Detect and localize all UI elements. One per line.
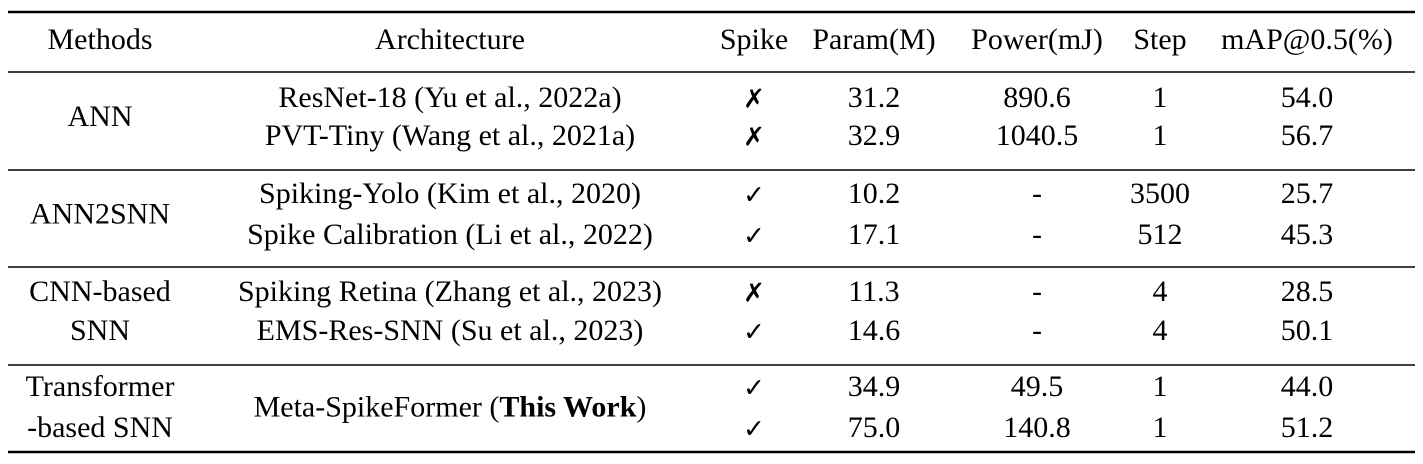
spike-mark: ✗ bbox=[743, 279, 765, 309]
header-cell: Step bbox=[1133, 23, 1186, 56]
param-cell: 14.6 bbox=[848, 314, 901, 347]
method-label: -based SNN bbox=[27, 411, 173, 444]
map-cell: 25.7 bbox=[1281, 177, 1334, 210]
architecture: EMS-Res-SNN (Su et al., 2023) bbox=[257, 314, 644, 347]
method-label: ANN2SNN bbox=[30, 197, 170, 230]
header-cell: Power(mJ) bbox=[971, 23, 1103, 56]
param-cell: 34.9 bbox=[848, 370, 901, 403]
architecture-part: Meta-SpikeFormer ( bbox=[254, 390, 500, 423]
power-cell: - bbox=[1032, 275, 1042, 308]
power-cell: - bbox=[1032, 314, 1042, 347]
power-cell: - bbox=[1032, 218, 1042, 251]
header-cell: Architecture bbox=[375, 23, 525, 56]
architecture: Spike Calibration (Li et al., 2022) bbox=[247, 218, 653, 251]
power-cell: 49.5 bbox=[1011, 370, 1064, 403]
architecture: PVT-Tiny (Wang et al., 2021a) bbox=[265, 119, 635, 152]
power-cell: 140.8 bbox=[1003, 411, 1071, 444]
map-cell: 50.1 bbox=[1281, 314, 1334, 347]
power-cell: - bbox=[1032, 177, 1042, 210]
param-cell: 11.3 bbox=[848, 275, 899, 308]
architecture: Spiking Retina (Zhang et al., 2023) bbox=[238, 275, 662, 308]
spike-mark: ✓ bbox=[743, 374, 765, 404]
spike-mark: ✓ bbox=[743, 222, 765, 252]
header-cell: Methods bbox=[48, 23, 153, 56]
header-cell: Param(M) bbox=[812, 23, 935, 56]
header-cell: Spike bbox=[720, 23, 788, 56]
param-cell: 31.2 bbox=[848, 81, 901, 114]
spike-mark: ✓ bbox=[743, 318, 765, 348]
step-cell: 1 bbox=[1153, 411, 1168, 444]
method-label: Transformer bbox=[26, 370, 175, 403]
header-cell: mAP@0.5(%) bbox=[1221, 23, 1393, 56]
step-cell: 4 bbox=[1153, 275, 1168, 308]
architecture-part: This Work bbox=[499, 390, 636, 423]
step-cell: 1 bbox=[1153, 119, 1168, 152]
map-cell: 51.2 bbox=[1281, 411, 1334, 444]
power-cell: 890.6 bbox=[1003, 81, 1071, 114]
power-cell: 1040.5 bbox=[996, 119, 1079, 152]
map-cell: 44.0 bbox=[1281, 370, 1334, 403]
step-cell: 4 bbox=[1153, 314, 1168, 347]
spike-mark: ✓ bbox=[743, 181, 765, 211]
map-cell: 28.5 bbox=[1281, 275, 1334, 308]
map-cell: 45.3 bbox=[1281, 218, 1334, 251]
spike-mark: ✓ bbox=[743, 415, 765, 445]
param-cell: 10.2 bbox=[848, 177, 901, 210]
map-cell: 54.0 bbox=[1281, 81, 1334, 114]
param-cell: 32.9 bbox=[848, 119, 901, 152]
param-cell: 75.0 bbox=[848, 411, 901, 444]
architecture: ResNet-18 (Yu et al., 2022a) bbox=[278, 81, 621, 114]
architecture: Meta-SpikeFormer (This Work) bbox=[254, 390, 647, 423]
method-label: SNN bbox=[70, 314, 130, 347]
spike-mark: ✗ bbox=[743, 85, 765, 115]
architecture: Spiking-Yolo (Kim et al., 2020) bbox=[259, 177, 641, 210]
step-cell: 3500 bbox=[1130, 177, 1190, 210]
param-cell: 17.1 bbox=[848, 218, 901, 251]
architecture-part: ) bbox=[636, 390, 646, 423]
map-cell: 56.7 bbox=[1281, 119, 1334, 152]
step-cell: 512 bbox=[1138, 218, 1183, 251]
step-cell: 1 bbox=[1153, 370, 1168, 403]
step-cell: 1 bbox=[1153, 81, 1168, 114]
method-label: CNN-based bbox=[29, 275, 171, 308]
method-label: ANN bbox=[68, 100, 133, 133]
spike-mark: ✗ bbox=[743, 123, 765, 153]
